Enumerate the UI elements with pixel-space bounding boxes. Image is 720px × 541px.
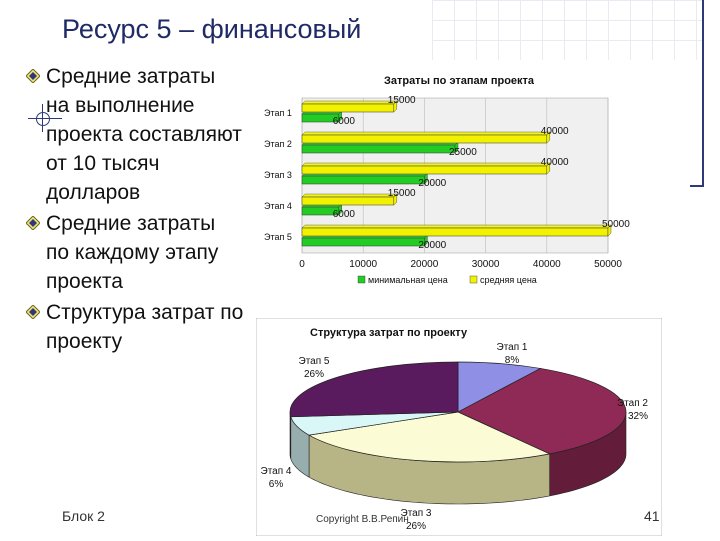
legend-label: минимальная цена [368, 275, 448, 285]
bullet-text-2: Средние затраты по каждому этапу проекта [46, 212, 219, 293]
bar-category-label: Этап 4 [264, 201, 292, 211]
bar-avg [301, 227, 609, 237]
pie-label-name: Этап 4 [261, 466, 292, 477]
pie-label-pct: 6% [269, 479, 284, 490]
bar-min [301, 237, 425, 247]
pie-label-pct: 8% [505, 355, 520, 366]
bar-chart-panel: Затраты по этапам проекта 0 10000 20000 3000… [256, 64, 662, 312]
bar-data-label: 40000 [541, 126, 569, 137]
bar-x-tick-label: 20000 [410, 259, 438, 270]
bar-chart-title: Затраты по этапам проекта [384, 75, 535, 87]
bar-top-face [301, 162, 551, 167]
pie-label-name: Этап 3 [401, 508, 432, 519]
bar-data-label: 20000 [418, 178, 446, 189]
bar-data-label: 40000 [541, 157, 569, 168]
footer-block-label: Блок 2 [62, 508, 105, 524]
pie-chart-panel: Структура затрат по проекту Этап 1 8% Этап … [255, 317, 663, 537]
decorative-grid [432, 0, 702, 60]
bar-data-label: 6000 [333, 209, 356, 220]
decorative-circle [36, 112, 50, 126]
pie-slice-этап-3 [308, 411, 551, 463]
bar-side-face [393, 100, 398, 113]
bar-chart: Затраты по этапам проекта 0 10000 20000 3000… [256, 64, 662, 312]
bar-x-tick-label: 40000 [533, 259, 561, 270]
pie-label-pct: 26% [304, 369, 324, 380]
pie-label-name: Этап 1 [497, 342, 528, 353]
pie-label-pct: 26% [406, 521, 426, 532]
bullet-item-2: Средние затраты по каждому этапу проекта [24, 209, 244, 296]
diamond-bullet-icon [26, 216, 40, 230]
bullet-list: Средние затраты на выполнение проекта со… [24, 62, 244, 358]
bar-top-face [301, 131, 551, 136]
bullet-item-3: Структура затрат по проекту [24, 298, 244, 356]
page-number: 41 [644, 508, 660, 524]
bar-x-tick-label: 50000 [594, 259, 622, 270]
bar-side-face [607, 224, 612, 237]
bar-data-label: 25000 [449, 147, 477, 158]
pie-chart-title: Структура затрат по проекту [310, 327, 468, 339]
bar-side-face [393, 193, 398, 206]
bar-data-label: 15000 [388, 95, 416, 106]
bar-category-label: Этап 3 [264, 170, 292, 180]
bar-x-tick-label: 0 [299, 259, 305, 270]
pie-chart: Структура затрат по проекту Этап 1 8% Этап … [255, 317, 663, 537]
bar-side-face [546, 131, 550, 144]
decorative-bracket [690, 0, 704, 187]
pie-label-pct: 32% [628, 411, 648, 422]
bullet-text-1: Средние затраты на выполнение проекта со… [46, 65, 242, 204]
legend-label: средняя цена [480, 275, 537, 285]
legend-swatch [469, 275, 478, 284]
bar-top-face [301, 224, 612, 229]
bar-min [301, 175, 425, 185]
bullet-text-3: Структура затрат по проекту [46, 301, 244, 353]
pie-slice-этап-5 [289, 361, 459, 418]
bar-data-label: 50000 [602, 219, 630, 230]
bar-category-label: Этап 2 [264, 139, 292, 149]
footer-copyright: Copyright В.В.Репин [316, 514, 409, 525]
bar-data-label: 6000 [333, 116, 356, 127]
bar-avg [301, 134, 548, 144]
legend-swatch [357, 275, 366, 284]
bar-min [301, 144, 456, 154]
bar-side-face [546, 162, 550, 175]
diamond-bullet-icon [26, 69, 40, 83]
slide-title: Ресурс 5 – финансовый [62, 14, 362, 44]
bar-avg [301, 165, 548, 175]
bar-top-face [301, 193, 398, 198]
pie-label-name: Этап 5 [299, 356, 330, 367]
bar-data-label: 20000 [418, 240, 446, 251]
pie-side-этап-5 [289, 412, 292, 459]
bar-x-tick-label: 30000 [472, 259, 500, 270]
bullet-item-1: Средние затраты на выполнение проекта со… [24, 62, 244, 207]
pie-label-name: Этап 2 [617, 398, 648, 409]
bar-x-tick-label: 10000 [349, 259, 377, 270]
diamond-bullet-icon [26, 305, 40, 319]
pie-slice-этап-2 [457, 368, 627, 455]
bar-avg [301, 103, 395, 113]
bar-category-label: Этап 5 [264, 232, 292, 242]
bar-category-label: Этап 1 [264, 108, 292, 118]
bar-avg [301, 196, 395, 206]
bar-data-label: 15000 [388, 188, 416, 199]
bar-top-face [301, 100, 398, 105]
